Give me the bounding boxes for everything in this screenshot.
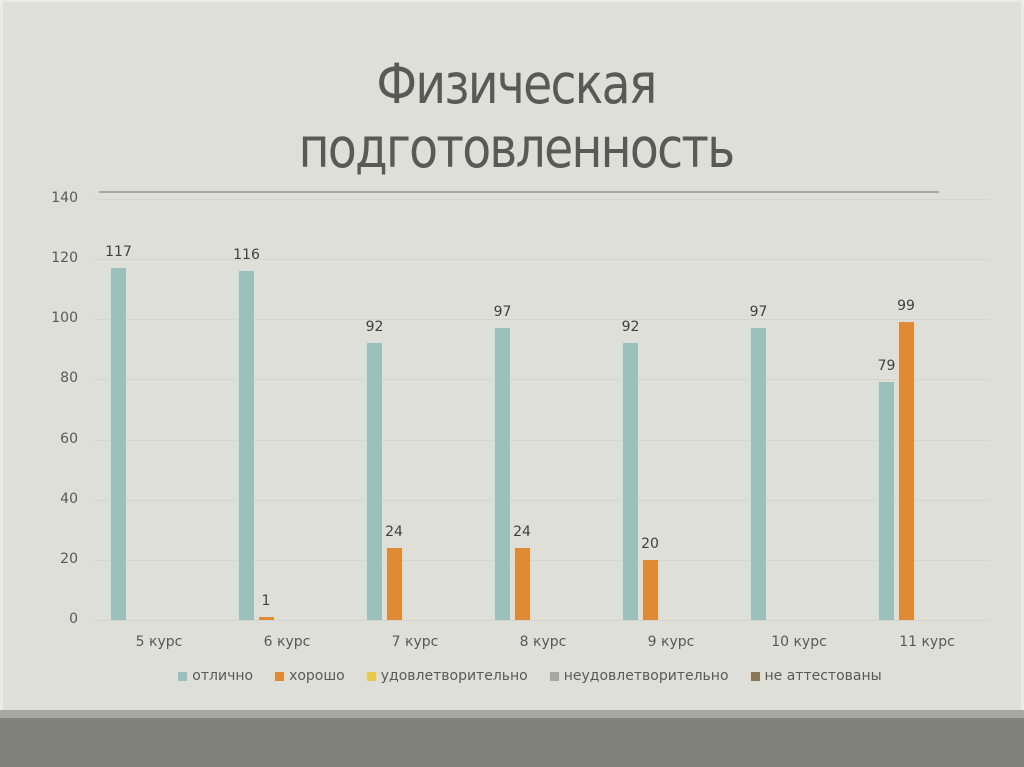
bar-отлично — [623, 343, 638, 620]
gridline — [95, 500, 990, 501]
legend-item: не аттестованы — [750, 668, 882, 684]
legend-swatch-icon — [366, 671, 376, 681]
y-axis-tick-label: 80 — [60, 370, 78, 386]
legend-item: удовлетворительно — [366, 668, 528, 684]
legend-label: неудовлетворительно — [563, 668, 729, 684]
legend-label: отлично — [192, 668, 254, 684]
legend-swatch-icon — [275, 671, 285, 681]
legend-swatch-icon — [178, 671, 188, 681]
gridline — [95, 199, 990, 200]
bar-хорошо — [258, 616, 274, 620]
y-axis-tick-label: 20 — [60, 551, 78, 567]
bar-value-label: 1 — [261, 592, 271, 609]
slide-title: Физическая подготовленность — [72, 52, 960, 180]
bar-отлично — [239, 271, 254, 620]
x-axis-category-label: 10 курс — [771, 634, 827, 650]
bar-value-label: 99 — [897, 298, 915, 315]
footer-band-light — [0, 710, 1024, 718]
gridline — [95, 319, 990, 320]
bar-value-label: 117 — [105, 244, 132, 261]
bar-value-label: 20 — [641, 535, 659, 552]
bar-value-label: 24 — [385, 523, 403, 540]
bar-value-label: 24 — [513, 523, 531, 540]
bar-хорошо — [386, 547, 402, 620]
y-axis-tick-label: 140 — [51, 190, 78, 206]
y-axis-tick-label: 40 — [60, 491, 78, 507]
gridline — [95, 560, 990, 561]
bar-хорошо — [642, 559, 658, 620]
bar-отлично — [367, 343, 382, 620]
legend-item: хорошо — [275, 668, 345, 684]
x-axis-category-label: 5 курс — [135, 634, 183, 650]
bar-хорошо — [898, 322, 914, 620]
bar-value-label: 97 — [493, 304, 512, 321]
x-axis-category-label: 11 курс — [899, 634, 955, 650]
footer-band-dark — [0, 718, 1024, 767]
bar-value-label: 79 — [877, 358, 896, 375]
bar-отлично — [879, 382, 894, 620]
y-axis-tick-label: 100 — [51, 310, 78, 326]
chart-legend: отлично хорошо удовлетворительно неудовлетв… — [0, 668, 1024, 684]
legend-label: удовлетворительно — [380, 668, 528, 684]
bar-value-label: 92 — [365, 319, 384, 336]
legend-swatch-icon — [750, 671, 760, 681]
y-axis-tick-label: 60 — [60, 431, 78, 447]
gridline — [95, 620, 990, 621]
bar-отлично — [111, 268, 126, 620]
title-line-1: Физическая — [376, 52, 657, 116]
bar-value-label: 116 — [233, 247, 260, 264]
legend-label: не аттестованы — [764, 668, 882, 684]
gridline — [95, 440, 990, 441]
legend-label: хорошо — [289, 668, 345, 684]
bar-value-label: 92 — [621, 319, 640, 336]
x-axis-category-label: 6 курс — [263, 634, 311, 650]
title-divider — [99, 191, 939, 193]
title-line-2: подготовленность — [298, 116, 735, 180]
legend-item: неудовлетворительно — [549, 668, 729, 684]
gridline — [95, 379, 990, 380]
x-axis-category-label: 8 курс — [519, 634, 567, 650]
x-axis-category-label: 9 курс — [647, 634, 695, 650]
x-axis-category-label: 7 курс — [391, 634, 439, 650]
y-axis-tick-label: 0 — [69, 611, 78, 627]
y-axis-tick-label: 120 — [51, 250, 78, 266]
bar-отлично — [751, 328, 766, 620]
legend-item: отлично — [178, 668, 253, 684]
bar-value-label: 97 — [749, 304, 768, 321]
gridline — [95, 259, 990, 260]
bar-отлично — [495, 328, 510, 620]
bar-хорошо — [514, 547, 530, 620]
slide-border — [0, 0, 1024, 710]
legend-swatch-icon — [549, 671, 559, 681]
